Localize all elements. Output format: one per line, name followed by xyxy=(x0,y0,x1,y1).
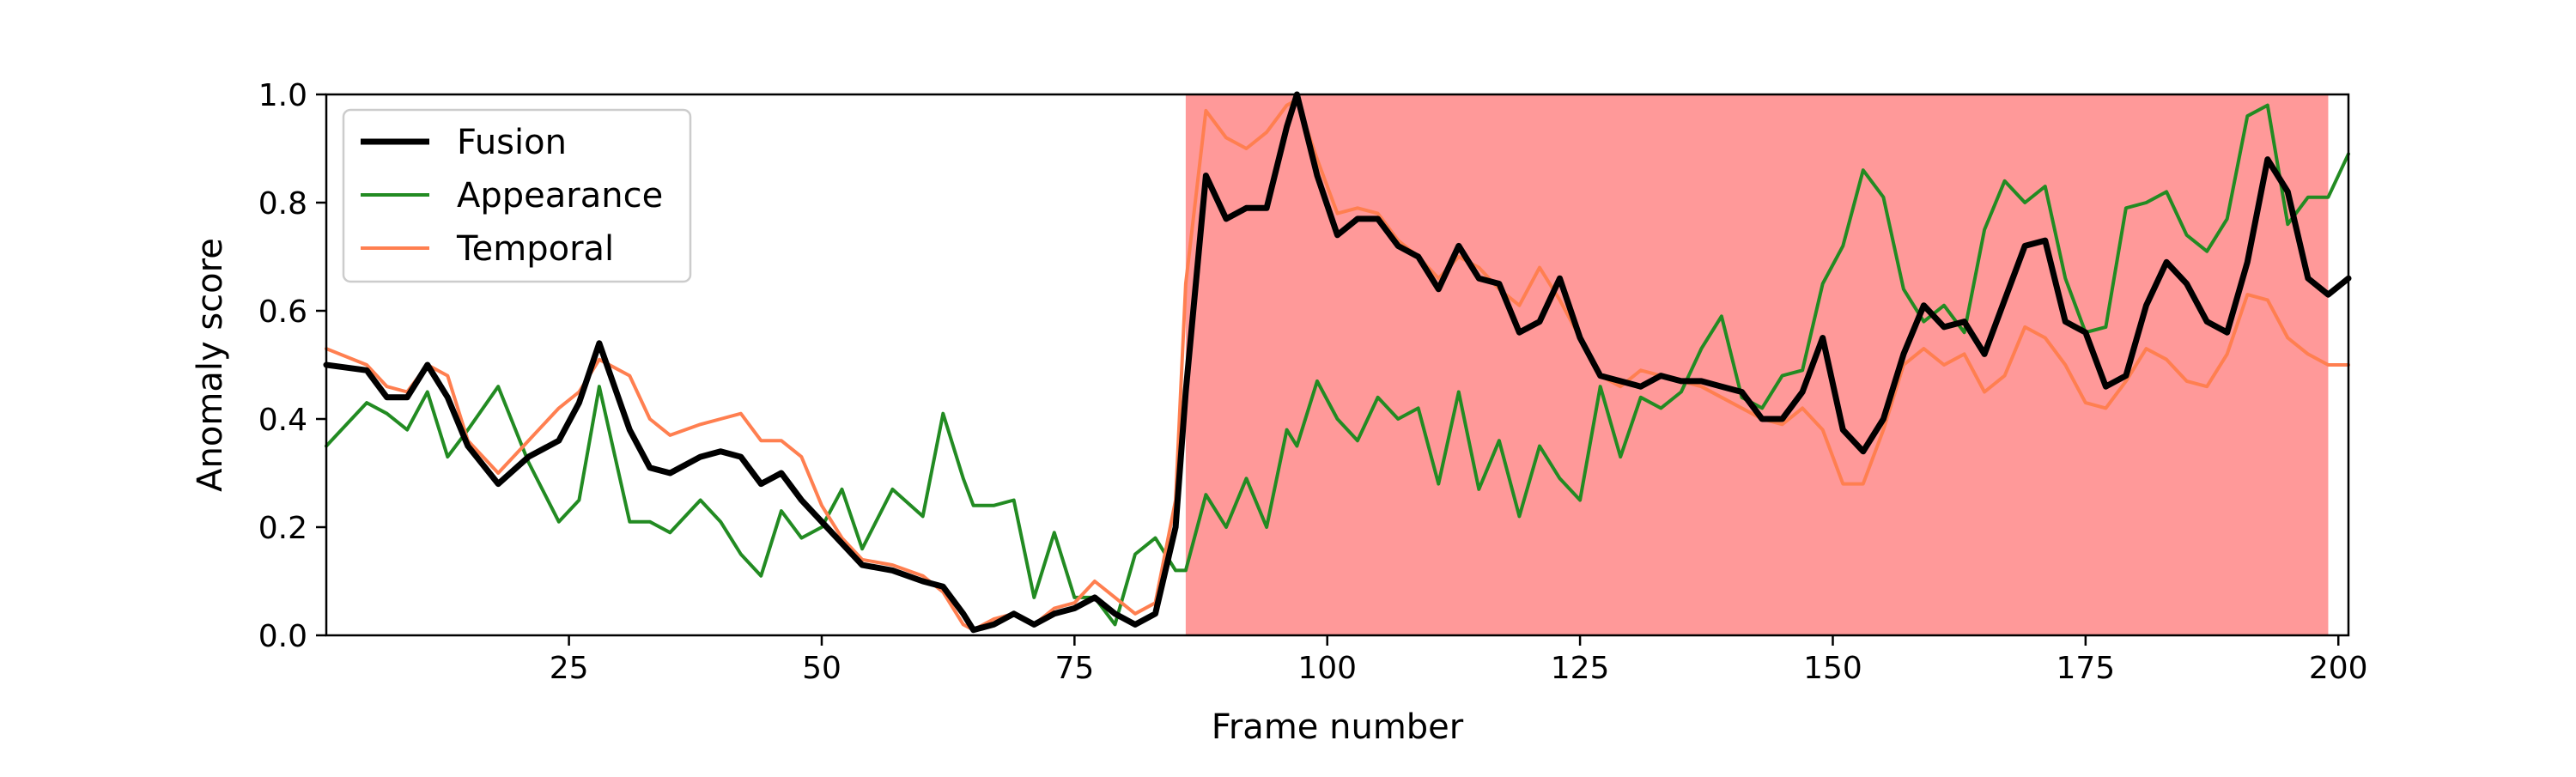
y-tick-label: 0.4 xyxy=(258,403,307,438)
y-tick-label: 0.8 xyxy=(258,186,307,222)
x-tick-label: 150 xyxy=(1803,651,1862,686)
x-tick-label: 125 xyxy=(1551,651,1610,686)
series-line-appearance xyxy=(325,103,2350,627)
x-axis-ticks: 25 50 75 100 125 150 175 200 xyxy=(550,635,2368,686)
legend-box xyxy=(342,108,692,283)
shaded-region-layer xyxy=(1185,94,2329,635)
y-tick-label: 0.6 xyxy=(258,294,307,330)
legend-label-temporal: Temporal xyxy=(456,229,614,269)
x-tick-label: 100 xyxy=(1297,651,1357,686)
series-line-temporal xyxy=(325,98,2350,632)
series-line-fusion xyxy=(323,91,2352,634)
x-tick-label: 25 xyxy=(550,651,589,686)
x-axis-label: Frame number xyxy=(1212,707,1464,747)
legend: Fusion Appearance Temporal xyxy=(342,108,692,283)
legend-label-appearance: Appearance xyxy=(457,176,663,215)
legend-label-fusion: Fusion xyxy=(457,123,567,162)
plot-frame xyxy=(325,93,2350,637)
y-axis-ticks: 0.0 0.2 0.4 0.6 0.8 1.0 xyxy=(258,78,326,654)
y-tick-label: 1.0 xyxy=(258,78,307,113)
x-tick-label: 50 xyxy=(802,651,841,686)
x-tick-label: 175 xyxy=(2056,651,2115,686)
x-tick-label: 200 xyxy=(2309,651,2368,686)
anomaly-region-shading xyxy=(1185,94,2329,635)
series-lines-layer xyxy=(323,91,2352,634)
y-axis-label: Anomaly score xyxy=(191,238,230,492)
y-tick-label: 0.0 xyxy=(258,619,307,654)
y-tick-label: 0.2 xyxy=(258,511,307,546)
x-tick-label: 75 xyxy=(1054,651,1094,686)
